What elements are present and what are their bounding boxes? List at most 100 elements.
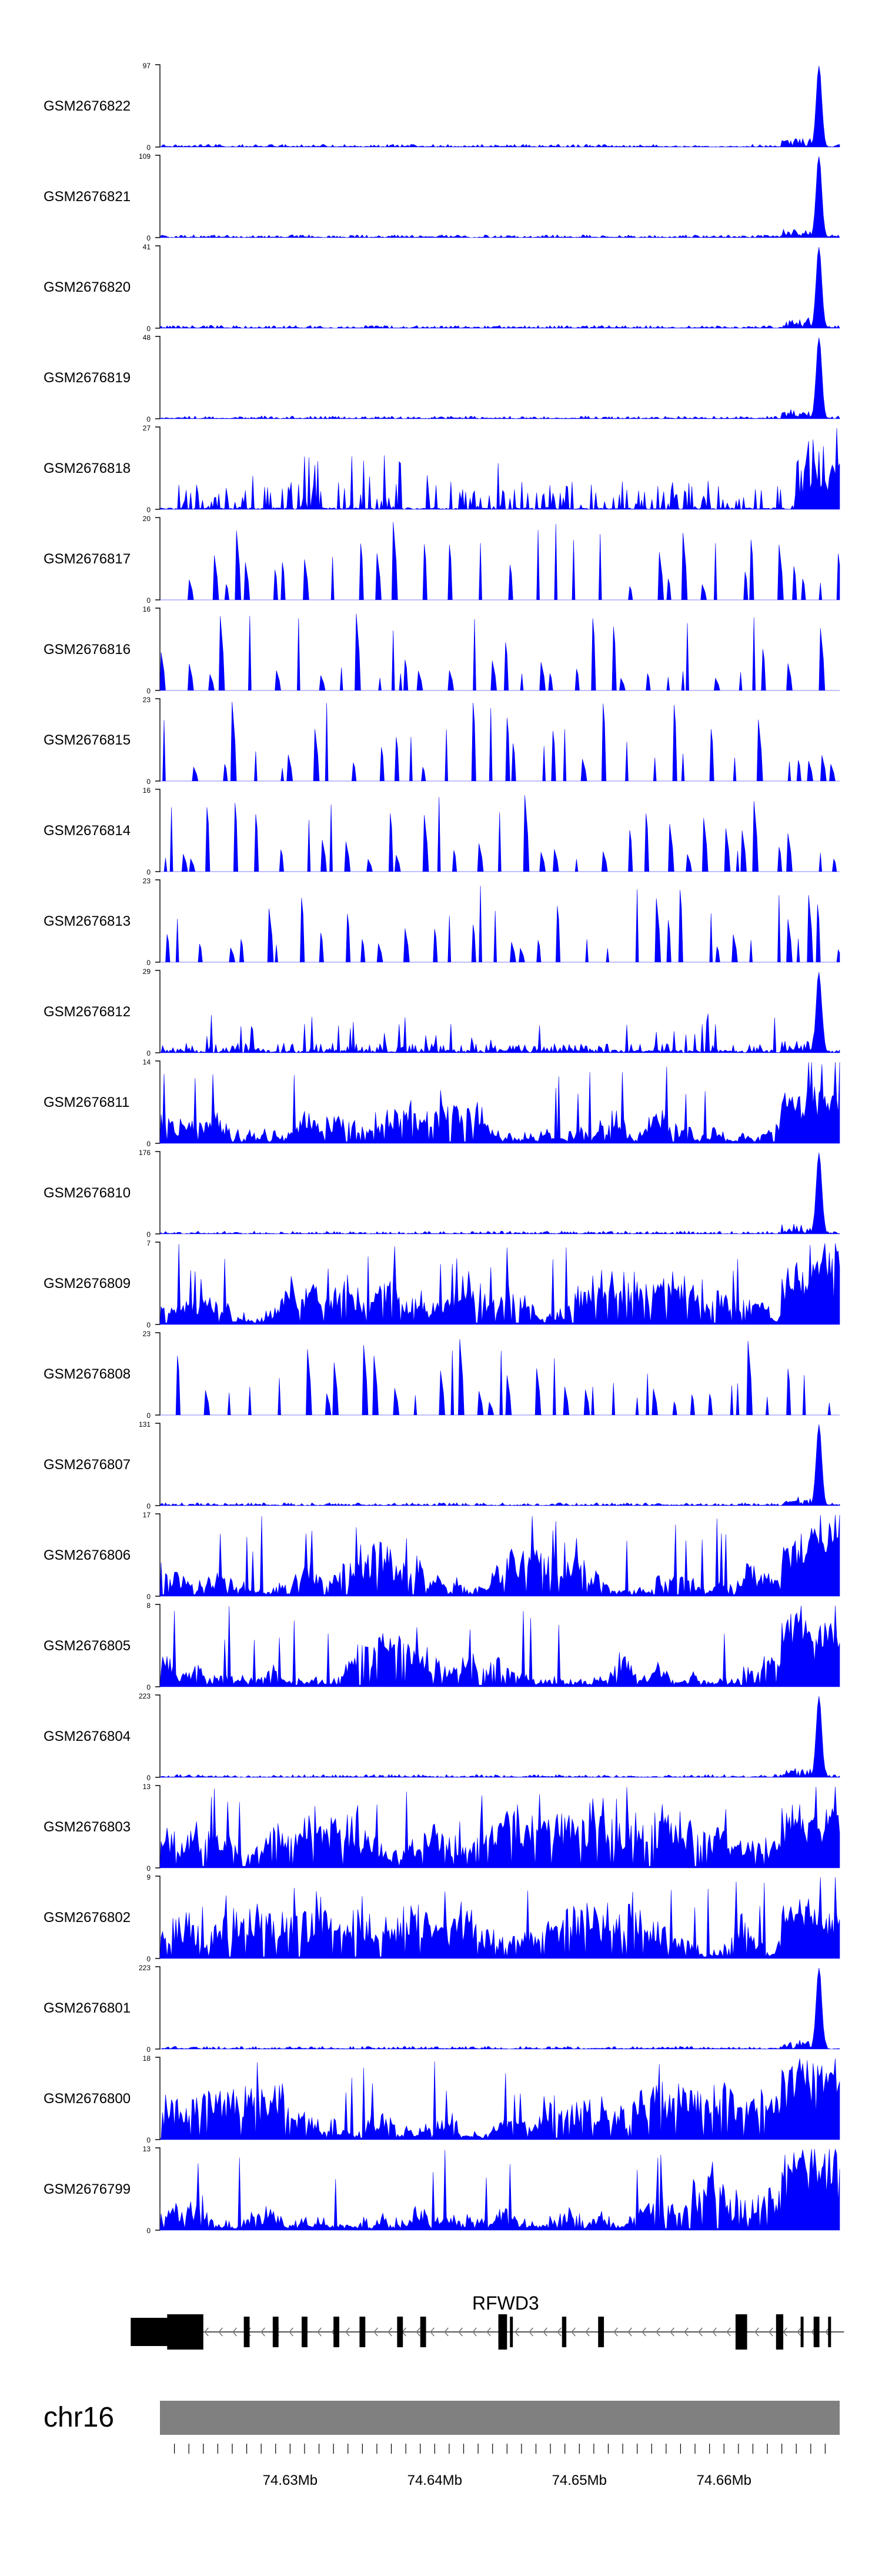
strand-arrow xyxy=(204,2327,209,2337)
strand-arrow xyxy=(656,2327,660,2337)
exon xyxy=(498,2314,507,2350)
signal-track: GSM2676819 48 0 xyxy=(44,333,840,423)
y-max-label: 223 xyxy=(139,1964,151,1972)
y-max-label: 16 xyxy=(143,786,151,795)
y-max-label: 29 xyxy=(143,967,151,976)
y-axis xyxy=(155,698,161,782)
signal-track: GSM2676815 23 0 xyxy=(44,696,840,786)
utr-block xyxy=(131,2318,170,2346)
y-max-label: 23 xyxy=(143,1330,151,1338)
signal-area xyxy=(159,1062,840,1144)
signal-track: GSM2676810 176 0 xyxy=(44,1149,840,1239)
strand-arrow xyxy=(260,2327,265,2337)
track-label: GSM2676813 xyxy=(44,913,131,929)
y-axis xyxy=(155,517,161,600)
track-label: GSM2676820 xyxy=(44,279,131,295)
signal-track: GSM2676800 18 0 xyxy=(44,2054,840,2144)
y-max-label: 8 xyxy=(146,1601,151,1610)
y-min-label: 0 xyxy=(146,2136,151,2144)
signal-area xyxy=(159,1424,840,1506)
strand-arrow xyxy=(529,2327,533,2337)
track-label: GSM2676816 xyxy=(44,642,131,658)
x-tick-label: 74.63Mb xyxy=(263,2472,318,2488)
y-min-label: 0 xyxy=(146,868,151,876)
y-axis xyxy=(155,1966,161,2050)
exon xyxy=(776,2314,784,2350)
exon xyxy=(272,2317,279,2347)
y-max-label: 13 xyxy=(143,1783,151,1791)
signal-area xyxy=(160,702,840,782)
y-max-label: 223 xyxy=(139,1692,151,1700)
track-label: GSM2676814 xyxy=(44,823,131,839)
strand-arrow xyxy=(684,2327,689,2337)
signal-area xyxy=(159,1786,840,1868)
signal-track: GSM2676804 223 0 xyxy=(44,1692,840,1782)
signal-area xyxy=(160,795,840,872)
track-label: GSM2676815 xyxy=(44,732,131,748)
track-label: GSM2676817 xyxy=(44,551,131,567)
signal-area xyxy=(159,2148,840,2231)
y-max-label: 13 xyxy=(143,2145,151,2153)
y-min-label: 0 xyxy=(146,234,151,242)
x-tick-label: 74.64Mb xyxy=(407,2472,462,2488)
track-label: GSM2676806 xyxy=(44,1547,131,1563)
y-max-label: 16 xyxy=(143,605,151,613)
signal-track: GSM2676820 41 0 xyxy=(44,243,840,333)
signal-track: GSM2676801 223 0 xyxy=(44,1964,840,2054)
track-label: GSM2676809 xyxy=(44,1276,131,1292)
exon xyxy=(167,2314,203,2350)
y-min-label: 0 xyxy=(146,1683,151,1691)
signal-track: GSM2676806 17 0 xyxy=(44,1511,840,1601)
y-max-label: 109 xyxy=(139,152,151,161)
y-max-label: 23 xyxy=(143,696,151,704)
y-min-label: 0 xyxy=(146,506,151,514)
y-min-label: 0 xyxy=(146,2046,151,2054)
y-max-label: 14 xyxy=(143,1058,151,1066)
strand-arrow xyxy=(373,2327,378,2337)
track-label: GSM2676804 xyxy=(44,1729,131,1744)
signal-track: GSM2676813 23 0 xyxy=(44,877,840,967)
y-max-label: 27 xyxy=(143,424,151,432)
track-label: GSM2676818 xyxy=(44,461,131,476)
x-tick-label: 74.65Mb xyxy=(552,2472,607,2488)
signal-area xyxy=(159,1696,840,1778)
y-min-label: 0 xyxy=(146,1230,151,1239)
strand-arrow xyxy=(627,2327,632,2337)
signal-track: GSM2676802 9 0 xyxy=(44,1873,840,1963)
y-max-label: 18 xyxy=(143,2054,151,2063)
strand-arrow xyxy=(430,2327,435,2337)
strand-arrow xyxy=(218,2327,223,2337)
signal-area xyxy=(159,2058,840,2140)
chromosome-track: chr16 xyxy=(44,2401,840,2435)
y-axis xyxy=(155,336,161,419)
y-max-label: 131 xyxy=(139,1420,151,1429)
y-max-label: 17 xyxy=(143,1511,151,1519)
signal-track: GSM2676807 131 0 xyxy=(44,1420,840,1510)
signal-area xyxy=(159,246,840,329)
y-axis xyxy=(155,2147,161,2231)
track-label: GSM2676810 xyxy=(44,1185,131,1201)
y-axis xyxy=(155,1060,161,1144)
exon xyxy=(397,2317,403,2347)
strand-arrow xyxy=(514,2327,519,2337)
strand-arrow xyxy=(712,2327,717,2337)
signal-area xyxy=(159,337,840,419)
signal-track: GSM2676809 7 0 xyxy=(44,1239,840,1329)
y-axis xyxy=(155,1513,161,1597)
y-max-label: 7 xyxy=(146,1239,151,1247)
y-min-label: 0 xyxy=(146,1955,151,1963)
y-axis xyxy=(155,789,161,872)
gene-name-label: RFWD3 xyxy=(472,2293,539,2314)
y-axis xyxy=(155,1604,161,1687)
track-label: GSM2676799 xyxy=(44,2181,131,2197)
track-label: GSM2676822 xyxy=(44,98,131,114)
track-label: GSM2676811 xyxy=(44,1095,129,1110)
y-axis xyxy=(155,1694,161,1778)
strand-arrow xyxy=(571,2327,576,2337)
strand-arrow xyxy=(642,2327,646,2337)
signal-area xyxy=(159,613,840,691)
y-axis xyxy=(155,1785,161,1868)
strand-arrow xyxy=(289,2327,293,2337)
y-axis xyxy=(155,155,161,238)
strand-arrow xyxy=(444,2327,449,2337)
